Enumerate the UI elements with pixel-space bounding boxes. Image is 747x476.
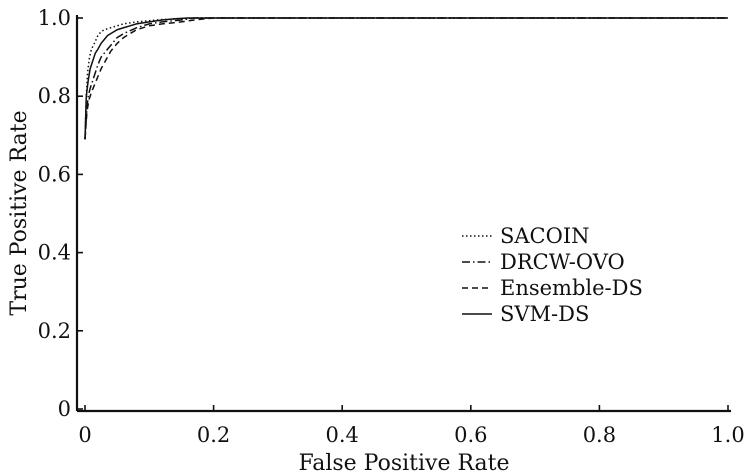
series-line-svm-ds xyxy=(84,17,728,140)
legend-entry-label: DRCW-OVO xyxy=(500,250,625,274)
series-line-drcw-ovo xyxy=(84,17,728,140)
legend-entry-label: SVM-DS xyxy=(500,302,589,326)
y-tick-label: 0.2 xyxy=(38,319,71,343)
x-axis-label: False Positive Rate xyxy=(298,451,509,476)
x-tick-label: 0 xyxy=(78,423,91,447)
x-ticks: 0 0.2 0.4 0.6 0.8 1.0 xyxy=(78,405,745,447)
series-group xyxy=(84,17,728,140)
series-line-ensemble-ds xyxy=(84,17,728,140)
x-tick-label: 0.2 xyxy=(197,423,230,447)
x-tick-label: 0.6 xyxy=(454,423,487,447)
x-tick-label: 1.0 xyxy=(711,423,744,447)
y-tick-label: 0.4 xyxy=(38,241,71,265)
y-axis-label: True Positive Rate xyxy=(7,110,32,315)
y-tick-label: 1.0 xyxy=(38,6,71,30)
axes xyxy=(75,15,731,413)
x-tick-label: 0.8 xyxy=(583,423,616,447)
x-tick-label: 0.4 xyxy=(325,423,358,447)
legend-entry-label: Ensemble-DS xyxy=(500,276,643,300)
y-tick-label: 0 xyxy=(58,397,71,421)
y-tick-label: 0.6 xyxy=(38,162,71,186)
y-ticks: 0 0.2 0.4 0.6 0.8 1.0 xyxy=(38,6,83,421)
y-tick-label: 0.8 xyxy=(38,84,71,108)
legend-entry-label: SACOIN xyxy=(500,224,590,248)
series-line-sacoin xyxy=(84,17,728,140)
